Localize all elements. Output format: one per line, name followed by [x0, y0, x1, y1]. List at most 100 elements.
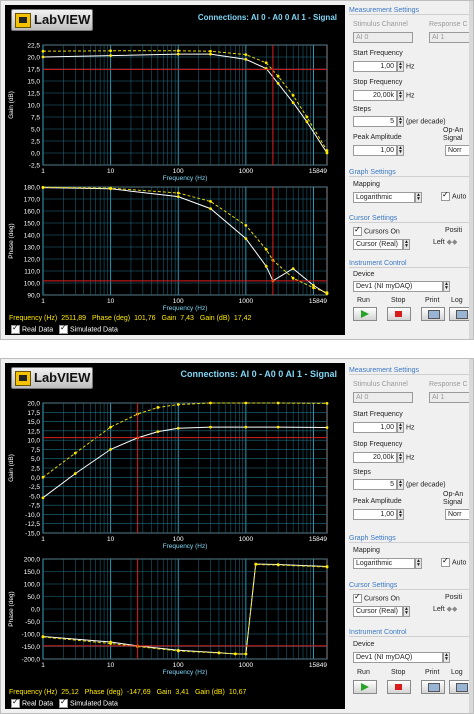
- steps-input[interactable]: 5: [353, 479, 397, 490]
- vertical-scrollbar[interactable]: [469, 359, 473, 713]
- phase-label: Phase (deg): [91, 315, 131, 322]
- stop-frequency-input[interactable]: 20,00k: [353, 452, 397, 463]
- data-point: [264, 61, 268, 65]
- mapping-dropdown-icon[interactable]: ▲ ▼: [415, 192, 422, 203]
- series-line-real-data: [42, 53, 328, 154]
- device-select[interactable]: Dev1 (NI myDAQ): [353, 281, 443, 292]
- peak-amplitude-input[interactable]: 1,00: [353, 145, 397, 156]
- printer-icon: [428, 683, 440, 692]
- peak-amplitude-stepper[interactable]: ▲ ▼: [397, 145, 404, 156]
- log-button[interactable]: [449, 307, 473, 321]
- log-icon: [456, 310, 468, 319]
- peak-amplitude-stepper[interactable]: ▲ ▼: [397, 509, 404, 520]
- peak-amplitude-input[interactable]: 1,00: [353, 509, 397, 520]
- real-data-checkbox[interactable]: [11, 697, 20, 708]
- phase-chart[interactable]: 180,0 170,0 160,0 150,0 140,0 130,0 120,0 110,0…: [5, 181, 345, 315]
- cursor-select[interactable]: Cursor (Real): [353, 606, 403, 617]
- x-tick-label: 1: [41, 168, 45, 175]
- cursors-on-checkbox[interactable]: [353, 592, 362, 603]
- mapping-dropdown-icon[interactable]: ▲ ▼: [415, 558, 422, 569]
- data-point: [41, 185, 45, 189]
- vertical-scrollbar[interactable]: [469, 1, 473, 339]
- x-tick-label: 10: [107, 536, 115, 543]
- data-point: [176, 649, 180, 653]
- gain-chart[interactable]: 20,0 17,5 15,0 12,5 10,0 7,5 5,0 2,5 0,0 -2,5 -5,0…: [5, 395, 345, 553]
- stop-frequency-stepper[interactable]: ▲ ▼: [397, 90, 404, 101]
- instrument-control-header: Instrument Control: [349, 260, 473, 268]
- print-button[interactable]: [421, 307, 445, 321]
- start-frequency-input[interactable]: 1,00: [353, 61, 397, 72]
- stop-frequency-input[interactable]: 20,00k: [353, 90, 397, 101]
- steps-stepper[interactable]: ▲ ▼: [397, 116, 404, 127]
- response-channel-label: Response C: [429, 21, 468, 28]
- freq-value: 25,12: [61, 689, 79, 696]
- y-axis-label: Phase (deg): [8, 223, 15, 258]
- steps-stepper[interactable]: ▲ ▼: [397, 479, 404, 490]
- cursors-on-checkbox[interactable]: [353, 225, 362, 236]
- real-data-checkbox[interactable]: [11, 323, 20, 334]
- data-point: [109, 49, 113, 53]
- data-point: [244, 58, 248, 61]
- cursor-move-icon[interactable]: ◆◆: [446, 239, 458, 246]
- cursor-move-icon[interactable]: ◆◆: [446, 606, 458, 613]
- autoscale-checkbox[interactable]: [441, 556, 450, 567]
- phase-chart[interactable]: 200,0 150,0 100,0 50,0 0,0 -50,0 -100,0 -150,0 -…: [5, 553, 345, 679]
- cursor-select[interactable]: Cursor (Real): [353, 239, 403, 250]
- stop-button[interactable]: [387, 307, 411, 321]
- sim-data-label: Simulated Data: [69, 700, 118, 708]
- steps-input[interactable]: 5: [353, 116, 397, 127]
- data-point: [244, 425, 248, 429]
- gain-label: Gain: [156, 689, 172, 696]
- stop-frequency-label: Stop Frequency: [353, 79, 403, 86]
- series-line-real-data: [42, 426, 328, 499]
- connections-label: Connections: AI 0 - A0 0 AI 1 - Signal: [180, 369, 337, 379]
- series-line-simulated-data: [42, 402, 328, 478]
- device-dropdown-icon[interactable]: ▲ ▼: [443, 281, 450, 292]
- mapping-select[interactable]: Logarithmic: [353, 192, 415, 203]
- log-button[interactable]: [449, 680, 473, 694]
- stop-frequency-stepper[interactable]: ▲ ▼: [397, 452, 404, 463]
- sim-data-checkbox[interactable]: [58, 323, 68, 334]
- run-button[interactable]: [353, 307, 377, 321]
- data-point: [325, 149, 329, 152]
- stop-frequency-label: Stop Frequency: [353, 441, 403, 448]
- y-tick-label: -200,0: [22, 657, 41, 664]
- stop-square-icon: [395, 684, 402, 690]
- y-tick-label: 0,0: [31, 607, 40, 614]
- autoscale-checkbox[interactable]: [441, 190, 450, 201]
- device-dropdown-icon[interactable]: ▲ ▼: [443, 652, 450, 663]
- y-tick-label: 22,5: [27, 43, 40, 50]
- device-select[interactable]: Dev1 (NI myDAQ): [353, 652, 443, 663]
- stimulus-channel-select[interactable]: AI 0: [353, 392, 413, 403]
- cursor-settings-header: Cursor Settings: [349, 582, 473, 590]
- data-point: [41, 55, 45, 59]
- sim-data-checkbox[interactable]: [58, 697, 68, 708]
- stimulus-channel-select[interactable]: AI 0: [353, 32, 413, 43]
- response-channel-select[interactable]: AI 1: [429, 392, 473, 403]
- start-frequency-stepper[interactable]: ▲ ▼: [397, 422, 404, 433]
- graph-settings-header: Graph Settings: [349, 169, 473, 177]
- data-point: [312, 286, 315, 290]
- x-tick-label: 1: [41, 662, 45, 669]
- mapping-select[interactable]: Logarithmic: [353, 558, 415, 569]
- data-point: [217, 651, 221, 655]
- cursor-dropdown-icon[interactable]: ▲ ▼: [403, 606, 410, 617]
- phase-value: -147,69: [126, 689, 151, 696]
- data-point: [176, 52, 180, 56]
- stop-button[interactable]: [387, 680, 411, 694]
- response-channel-select[interactable]: AI 1: [429, 32, 473, 43]
- start-frequency-input[interactable]: 1,00: [353, 422, 397, 433]
- cursor-dropdown-icon[interactable]: ▲ ▼: [403, 239, 410, 250]
- gain-chart[interactable]: 22,5 20,0 17,5 15,0 12,5 10,0 7,5 5,0 2,5 0,0 -2,5…: [5, 35, 345, 183]
- print-label: Print: [425, 669, 440, 676]
- plot-area: [42, 186, 328, 296]
- run-label: Run: [357, 669, 370, 676]
- run-button[interactable]: [353, 680, 377, 694]
- steps-label: Steps: [353, 469, 371, 476]
- print-button[interactable]: [421, 680, 445, 694]
- y-tick-label: 150,0: [24, 221, 41, 228]
- steps-unit: (per decade): [405, 118, 446, 126]
- y-tick-label: 100,0: [24, 281, 41, 288]
- start-frequency-stepper[interactable]: ▲ ▼: [397, 61, 404, 72]
- printer-icon: [428, 310, 440, 319]
